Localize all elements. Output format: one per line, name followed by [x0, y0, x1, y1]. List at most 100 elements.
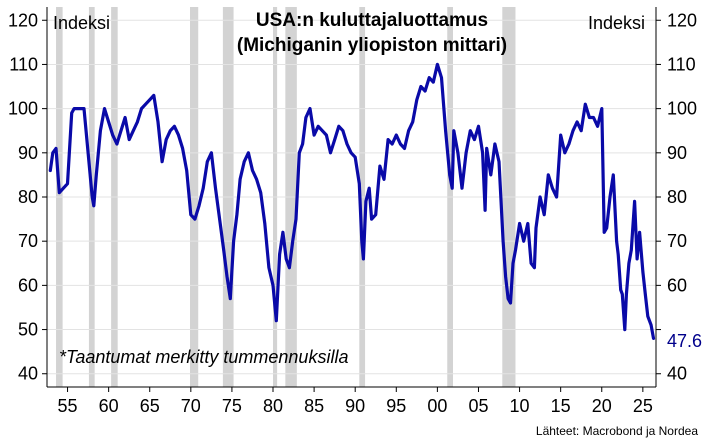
data-point-0-16	[107, 120, 110, 124]
x-tick-label-2025: 25	[633, 396, 653, 416]
data-point-0-162	[641, 270, 645, 274]
data-point-0-27	[152, 94, 156, 97]
data-point-0-76	[341, 129, 345, 132]
data-point-0-132	[542, 213, 546, 216]
data-point-0-119	[501, 239, 505, 243]
data-point-0-13	[95, 173, 98, 177]
y-tick-label-left-90: 90	[18, 143, 38, 163]
data-point-0-25	[144, 102, 147, 106]
data-point-0-71	[321, 129, 324, 132]
y-tick-label-left-60: 60	[18, 275, 38, 295]
data-point-0-122	[509, 301, 512, 305]
y-tick-label-left-40: 40	[18, 364, 38, 384]
data-point-0-127	[526, 222, 530, 225]
data-point-0-100	[432, 80, 435, 84]
data-point-0-138	[567, 142, 571, 146]
data-point-0-0	[49, 169, 52, 172]
chart-title: USA:n kuluttajaluottamus	[256, 10, 488, 31]
y-tick-label-right-110: 110	[667, 54, 696, 74]
data-point-0-85	[370, 217, 373, 221]
data-point-0-158	[630, 248, 633, 252]
data-point-0-91	[395, 133, 398, 137]
data-point-0-68	[308, 107, 312, 110]
data-point-0-143	[588, 116, 591, 119]
data-point-0-6	[70, 111, 73, 115]
y-tick-label-left-80: 80	[18, 187, 38, 207]
data-point-0-93	[403, 147, 406, 150]
data-point-0-57	[271, 284, 275, 287]
data-point-0-151	[615, 239, 618, 243]
data-point-0-98	[423, 89, 427, 93]
data-point-0-30	[164, 138, 168, 141]
gridlines	[47, 19, 656, 375]
data-point-0-74	[333, 138, 337, 141]
y-tick-label-left-120: 120	[8, 10, 38, 30]
data-point-0-84	[367, 186, 371, 190]
data-point-0-31	[169, 129, 172, 132]
data-point-0-142	[584, 102, 587, 106]
data-point-0-69	[312, 133, 316, 137]
recession-note: *Taantumat merkitty tummennuksilla	[59, 347, 348, 367]
data-point-0-120	[504, 275, 507, 278]
y-axis-left: 40 50 60 70 80 90 100 110 120	[8, 10, 47, 384]
data-point-0-64	[294, 217, 298, 221]
data-point-0-63	[291, 239, 295, 243]
data-point-0-102	[440, 76, 443, 79]
x-tick-label-1955: 55	[58, 396, 78, 416]
data-point-0-9	[82, 107, 86, 110]
data-point-0-73	[329, 151, 332, 155]
data-point-0-2	[54, 147, 58, 150]
data-point-0-86	[374, 213, 378, 216]
data-point-0-131	[538, 195, 542, 199]
data-point-0-160	[635, 257, 639, 261]
chart-subtitle: (Michiganin yliopiston mittari)	[237, 35, 507, 56]
data-point-0-80	[358, 182, 361, 185]
y-tick-label-right-60: 60	[667, 275, 687, 295]
data-point-0-5	[66, 182, 69, 185]
data-point-0-116	[489, 173, 493, 177]
data-point-0-45	[225, 275, 229, 278]
data-point-0-66	[301, 142, 304, 146]
data-point-0-39	[201, 186, 205, 190]
data-point-0-159	[633, 200, 636, 203]
data-point-0-33	[177, 133, 180, 137]
data-point-0-153	[619, 288, 622, 292]
data-point-0-90	[390, 142, 394, 146]
data-point-0-7	[72, 107, 76, 110]
data-point-0-94	[407, 129, 410, 132]
data-point-0-129	[533, 266, 536, 270]
data-point-0-1	[51, 151, 55, 155]
y-tick-label-right-90: 90	[667, 143, 687, 163]
data-point-0-36	[189, 213, 193, 216]
data-point-0-23	[136, 120, 139, 124]
data-point-0-106	[452, 129, 456, 132]
data-point-0-59	[278, 253, 281, 256]
data-point-0-12	[92, 204, 96, 208]
data-point-0-154	[621, 292, 624, 296]
data-point-0-111	[473, 138, 476, 141]
data-point-0-161	[638, 231, 641, 234]
x-tick-label-1995: 95	[386, 396, 406, 416]
data-point-0-60	[281, 231, 285, 234]
data-point-0-48	[235, 213, 239, 216]
data-point-0-52	[251, 169, 254, 172]
data-point-0-46	[229, 297, 232, 300]
data-point-0-62	[288, 266, 291, 270]
data-point-0-44	[222, 248, 225, 252]
data-point-0-110	[469, 129, 472, 132]
data-point-0-35	[185, 169, 188, 172]
x-tick-label-2015: 15	[551, 396, 571, 416]
data-point-0-43	[218, 217, 221, 221]
data-point-0-121	[506, 297, 510, 300]
data-point-0-32	[173, 125, 176, 128]
data-point-0-55	[263, 222, 267, 225]
data-point-0-149	[608, 195, 612, 199]
x-tick-label-1960: 60	[99, 396, 119, 416]
data-point-0-89	[386, 138, 390, 141]
data-point-0-42	[214, 186, 217, 190]
data-point-0-133	[547, 173, 550, 177]
data-point-0-118	[497, 160, 501, 163]
data-point-0-24	[140, 107, 143, 110]
data-point-0-41	[210, 151, 213, 155]
data-point-0-47	[232, 239, 235, 243]
